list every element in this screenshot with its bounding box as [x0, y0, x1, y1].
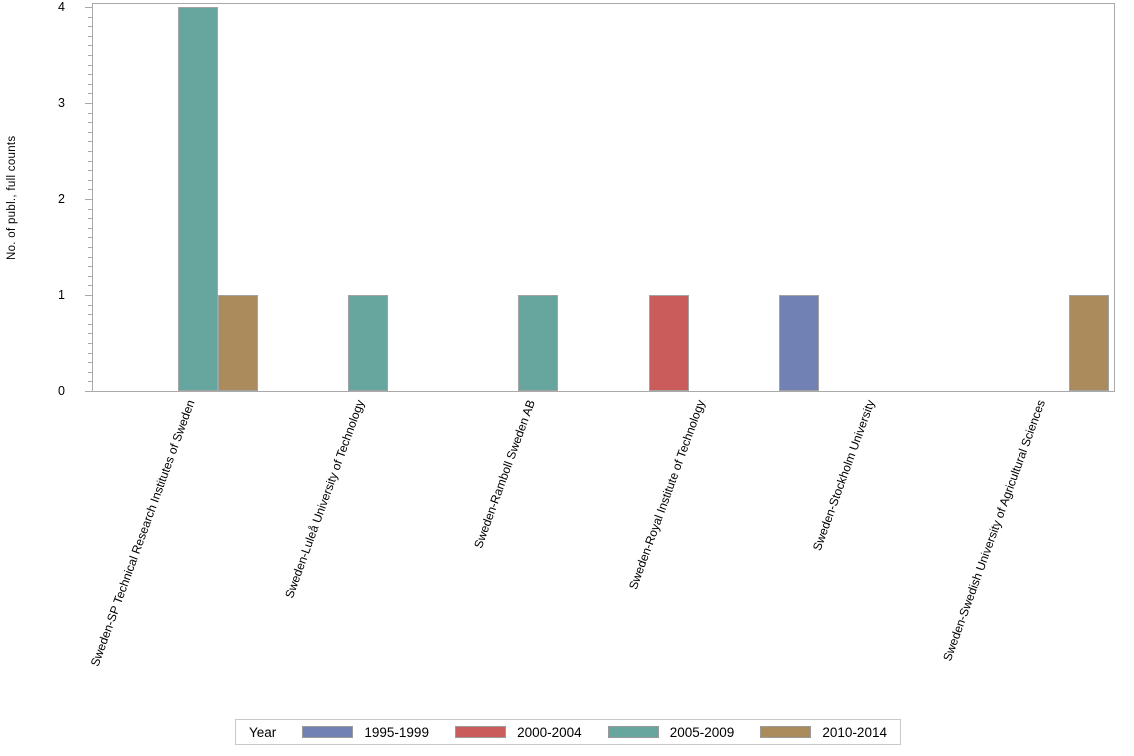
- y-minor-tick: [88, 189, 92, 191]
- y-minor-tick: [88, 256, 92, 258]
- y-minor-tick: [88, 314, 92, 316]
- legend-item-label: 1995-1999: [364, 724, 429, 740]
- y-minor-tick: [88, 381, 92, 383]
- bar: [648, 295, 689, 391]
- x-category-label: Sweden-Ramboll Sweden AB: [470, 398, 538, 551]
- y-minor-tick: [88, 275, 92, 277]
- y-minor-tick: [88, 74, 92, 76]
- y-minor-tick: [88, 83, 92, 85]
- y-tick-label: 2: [58, 192, 65, 206]
- y-minor-tick: [88, 160, 92, 162]
- y-minor-tick: [88, 208, 92, 210]
- y-minor-tick: [88, 333, 92, 335]
- y-minor-tick: [88, 227, 92, 229]
- y-major-tick: [85, 7, 92, 8]
- legend-item-label: 2010-2014: [822, 724, 887, 740]
- y-major-tick: [85, 391, 92, 392]
- y-minor-tick: [88, 343, 92, 344]
- y-minor-tick: [88, 141, 92, 143]
- bar: [348, 295, 389, 391]
- y-minor-tick: [88, 218, 92, 220]
- y-minor-tick: [88, 179, 92, 181]
- y-minor-tick: [88, 371, 92, 373]
- y-major-tick: [85, 295, 92, 296]
- y-minor-tick: [88, 170, 92, 172]
- bar: [1068, 295, 1109, 391]
- y-minor-tick: [88, 26, 92, 28]
- x-category-label: Sweden-Swedish University of Agricultura…: [940, 398, 1049, 663]
- y-minor-tick: [88, 122, 92, 124]
- y-minor-tick: [88, 266, 92, 268]
- x-category-label: Sweden-Luleå University of Technology: [282, 398, 368, 601]
- y-minor-tick: [88, 131, 92, 133]
- bar: [778, 295, 819, 391]
- y-minor-tick: [88, 55, 92, 56]
- legend-swatch: [302, 726, 354, 738]
- y-minor-tick: [88, 151, 92, 152]
- y-tick-label: 3: [58, 96, 65, 110]
- plot-area: 0 1 2 3 4 Sweden-SP Technical Research Instit…: [58, 0, 1115, 668]
- legend-title: Year: [249, 724, 277, 740]
- bar: [518, 295, 559, 391]
- y-minor-tick: [88, 352, 92, 354]
- y-minor-tick: [88, 304, 92, 306]
- legend-item: 1995-1999: [302, 725, 429, 740]
- y-minor-tick: [88, 45, 92, 47]
- y-axis-title: No. of publ., full counts: [6, 135, 18, 260]
- y-minor-tick: [88, 237, 92, 239]
- x-category-label: Sweden-Stockholm University: [810, 398, 878, 553]
- legend-swatch: [760, 726, 812, 738]
- y-tick-label: 4: [58, 0, 65, 14]
- legend-swatch: [607, 726, 659, 738]
- y-major-tick: [85, 199, 92, 200]
- y-major-tick: [85, 103, 92, 104]
- y-tick-label: 1: [58, 288, 65, 302]
- y-minor-tick: [88, 93, 92, 95]
- legend-item: 2005-2009: [607, 724, 735, 740]
- legend-swatch: [455, 726, 507, 738]
- y-minor-tick: [88, 16, 92, 18]
- y-minor-tick: [88, 247, 92, 248]
- legend-item-label: 2005-2009: [669, 724, 735, 740]
- y-minor-tick: [88, 112, 92, 114]
- legend-item: 2000-2004: [455, 725, 582, 740]
- y-minor-tick: [88, 285, 92, 287]
- y-minor-tick: [88, 323, 92, 325]
- y-minor-tick: [88, 35, 92, 37]
- legend: Year 1995-1999 2000-2004 2005-2009 2010-201…: [235, 719, 901, 745]
- y-minor-tick: [88, 64, 92, 66]
- legend-item-label: 2000-2004: [517, 724, 582, 740]
- bar: [178, 7, 219, 391]
- bar: [218, 295, 259, 391]
- y-tick-label: 0: [58, 384, 65, 398]
- legend-item: 2010-2014: [760, 725, 887, 740]
- x-category-label: Sweden-SP Technical Research Institutes …: [87, 398, 198, 669]
- y-minor-tick: [88, 362, 92, 364]
- x-category-label: Sweden-Royal Institute of Technology: [625, 398, 708, 592]
